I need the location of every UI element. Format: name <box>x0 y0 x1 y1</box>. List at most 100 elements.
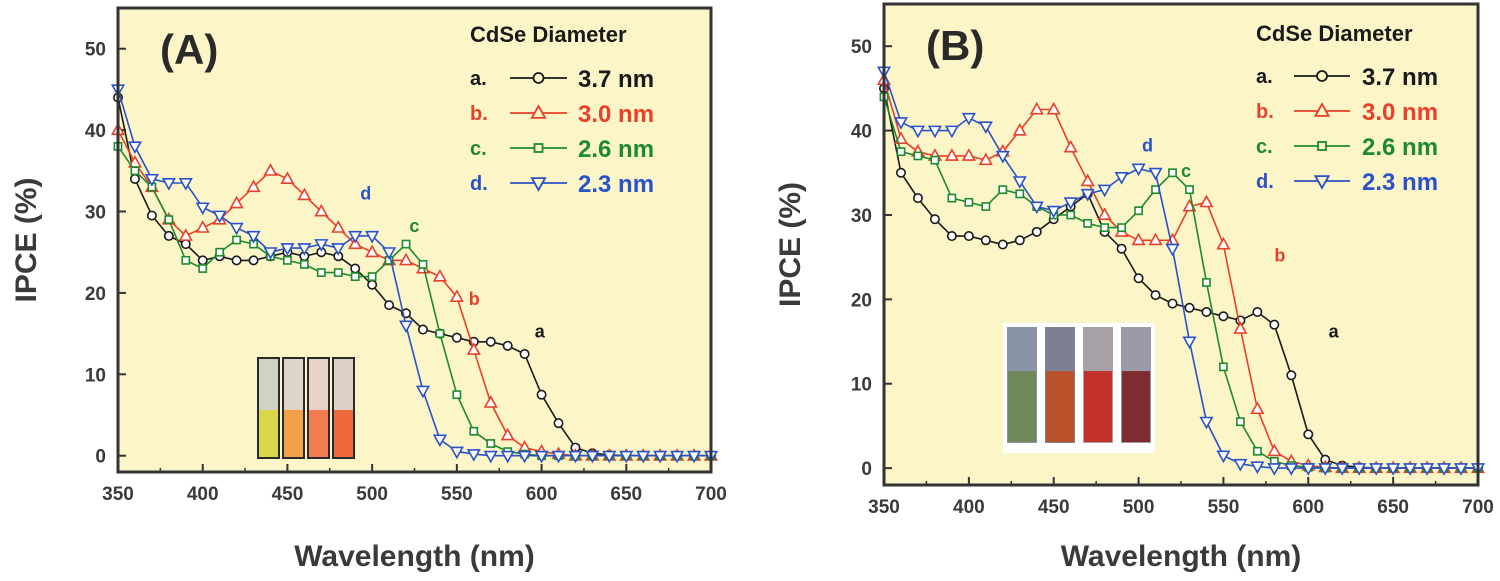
data-point <box>144 173 159 187</box>
chart-panel-b: 350 400 450 500 550 600 650 700 0 10 20 30 40 50 Wavel… <box>774 2 1494 573</box>
legend-entry-label: 2.3 nm <box>1362 169 1438 196</box>
data-point <box>485 336 496 347</box>
legend: CdSe Diameter a. 3.7 nm b. 3.0 nm c. 2.6 nm d. 2… <box>470 22 654 198</box>
data-point <box>280 171 295 184</box>
data-point <box>913 151 923 161</box>
data-point <box>619 450 634 464</box>
data-point <box>452 390 462 400</box>
data-point <box>195 220 210 233</box>
x-tick-label: 350 <box>868 497 900 518</box>
series-annotation: a <box>535 322 546 342</box>
legend-title: CdSe Diameter <box>470 22 627 47</box>
data-point <box>961 112 976 126</box>
data-point <box>961 148 976 161</box>
data-point <box>127 141 143 155</box>
data-point <box>350 272 360 282</box>
x-tick-label: 600 <box>1292 497 1324 518</box>
data-point <box>1046 205 1061 219</box>
inset-sample-fill <box>334 410 353 457</box>
data-point <box>180 239 191 250</box>
data-point <box>1114 171 1129 185</box>
data-point <box>181 255 191 265</box>
data-point <box>500 450 515 464</box>
data-point <box>1233 458 1248 472</box>
data-point <box>997 239 1008 250</box>
data-point <box>178 178 193 191</box>
data-point <box>1267 463 1282 476</box>
legend-marker <box>1317 141 1327 151</box>
data-point <box>417 324 428 335</box>
data-point <box>212 210 227 224</box>
data-point <box>314 203 329 217</box>
data-point <box>1352 463 1367 476</box>
series-annotation: c <box>1181 161 1191 181</box>
data-point <box>161 178 176 191</box>
inset-sample-fill <box>1122 371 1150 442</box>
data-point <box>1386 463 1401 476</box>
y-tick-label: 10 <box>851 375 872 396</box>
legend-letter: c. <box>1256 136 1273 158</box>
data-point <box>1167 298 1178 309</box>
data-point <box>1097 207 1112 220</box>
x-tick-label: 500 <box>356 484 388 505</box>
data-point <box>1080 188 1095 202</box>
data-point <box>331 220 346 233</box>
data-point <box>893 117 909 130</box>
data-point <box>1168 168 1177 178</box>
data-point <box>1250 401 1265 415</box>
data-point <box>929 214 940 225</box>
legend-entry-label: 3.7 nm <box>578 66 654 93</box>
data-point <box>519 348 530 359</box>
x-tick-label: 600 <box>526 484 558 505</box>
inset-sample-fill <box>1084 371 1112 442</box>
data-point <box>1083 219 1093 228</box>
data-point <box>1015 189 1025 199</box>
data-point <box>980 235 991 246</box>
legend-letter: b. <box>470 103 488 125</box>
data-point <box>1335 463 1350 476</box>
data-point <box>432 268 447 282</box>
data-point <box>947 193 957 203</box>
legend-letter: a. <box>1256 66 1273 88</box>
data-point <box>130 166 140 176</box>
data-point <box>1131 232 1146 246</box>
data-point <box>398 320 414 334</box>
series-annotation: d <box>360 183 371 203</box>
data-point <box>895 167 906 178</box>
data-point <box>466 449 481 462</box>
data-point <box>910 125 926 139</box>
legend-title: CdSe Diameter <box>1256 21 1413 46</box>
inset-photo <box>257 357 355 459</box>
legend-letter: d. <box>470 173 488 195</box>
data-point <box>1201 307 1212 318</box>
data-point <box>1134 206 1143 216</box>
data-point <box>229 222 244 236</box>
y-axis-label: IPCE (%) <box>774 182 807 307</box>
plot-area <box>118 8 711 472</box>
data-point <box>1116 243 1127 254</box>
data-point <box>653 450 668 464</box>
x-tick-label: 700 <box>695 484 727 505</box>
data-point <box>449 289 464 302</box>
legend-entry-label: 2.6 nm <box>1362 134 1438 161</box>
legend-letter: a. <box>470 68 487 90</box>
data-point <box>1150 290 1161 301</box>
data-point <box>195 202 210 216</box>
x-tick-label: 400 <box>953 497 985 518</box>
data-point <box>534 450 549 464</box>
data-point <box>314 239 329 252</box>
data-point <box>1286 370 1297 381</box>
y-tick-label: 20 <box>85 284 106 305</box>
series-d: d <box>110 84 719 464</box>
data-point <box>1080 173 1095 187</box>
inset-sample-fill <box>1008 371 1036 442</box>
data-point <box>1216 236 1231 250</box>
data-point <box>367 272 377 282</box>
data-point <box>1185 185 1194 195</box>
data-point <box>1303 429 1314 440</box>
data-point <box>1301 463 1316 476</box>
legend-marker <box>532 72 545 84</box>
data-point <box>927 125 942 139</box>
data-point <box>963 231 974 242</box>
data-point <box>1029 101 1044 115</box>
